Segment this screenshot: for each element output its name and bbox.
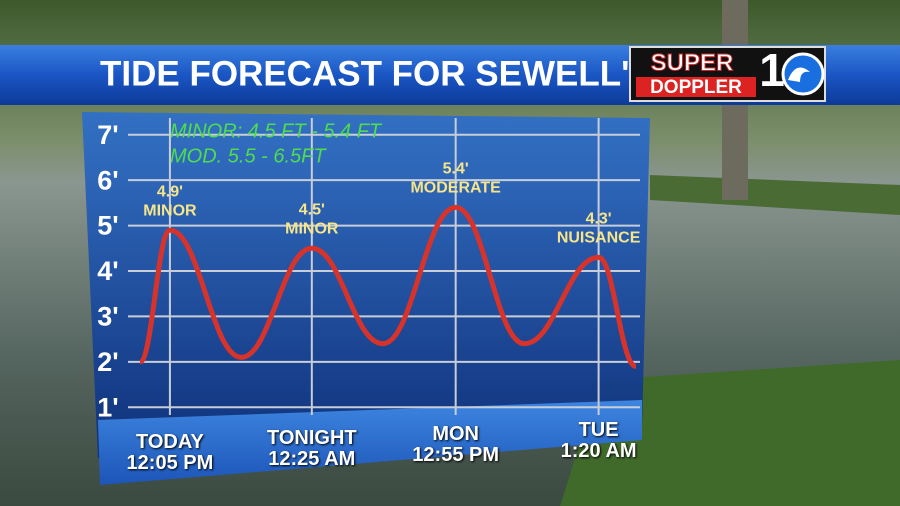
y-tick-label: 1' — [97, 392, 118, 422]
value-label: 4.9' — [157, 183, 183, 200]
title: TIDE FORECAST FOR SEWELL'S PT. — [100, 54, 713, 93]
value-note: NUISANCE — [557, 230, 641, 247]
value-note: MINOR — [143, 202, 197, 219]
chart-panel — [82, 112, 650, 458]
annotation: MOD. 5.5 - 6.5FT — [170, 145, 327, 167]
y-tick-label: 4' — [97, 256, 118, 286]
x-tick-label: MON 12:55 PM — [412, 423, 500, 466]
logo-text: SUPER — [651, 49, 734, 76]
value-note: MINOR — [285, 221, 339, 238]
time-bar — [98, 400, 642, 485]
grass — [650, 175, 900, 215]
value-label: 4.5' — [299, 202, 325, 219]
logo-band — [636, 77, 756, 97]
y-tick-label: 7' — [97, 120, 118, 150]
logo-wave — [788, 67, 810, 82]
value-label: 5.4' — [443, 161, 469, 178]
y-tick-label: 6' — [97, 165, 118, 195]
grass — [560, 360, 900, 506]
x-tick-label: TODAY 12:05 PM — [126, 431, 214, 474]
x-tick-label: TONIGHT 12:25 AM — [266, 427, 357, 470]
value-label: 4.3' — [586, 211, 612, 228]
value-note: MODERATE — [410, 180, 501, 197]
logo-wave — [781, 52, 825, 96]
logo-number: 1 — [759, 44, 785, 96]
logo-text: DOPPLER — [650, 77, 742, 98]
annotation: MINOR: 4.5 FT - 5.4 FT — [170, 120, 383, 142]
y-tick-label: 3' — [97, 302, 118, 332]
y-tick-label: 2' — [97, 347, 118, 377]
y-tick-label: 5' — [97, 211, 118, 241]
tide-line — [137, 204, 638, 369]
x-tick-label: TUE 1:20 AM — [560, 419, 637, 462]
